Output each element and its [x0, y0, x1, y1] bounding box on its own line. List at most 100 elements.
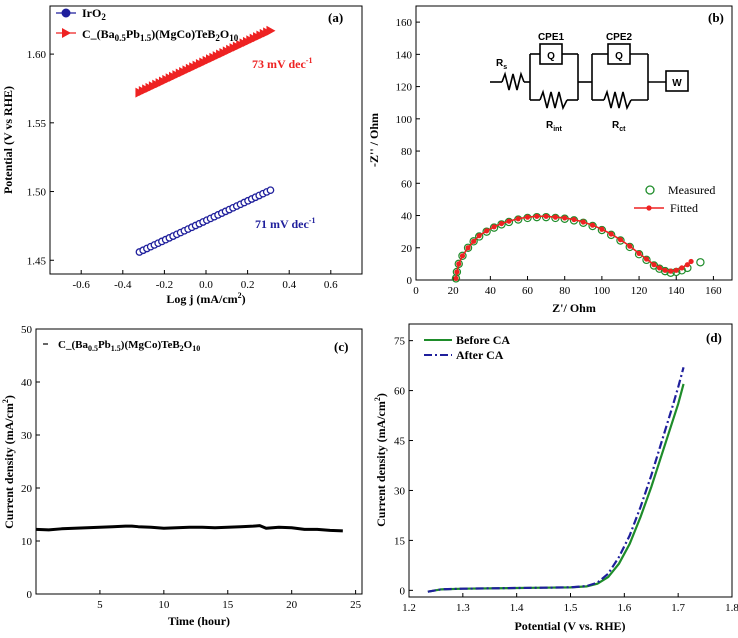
line-after-ca: [427, 366, 685, 593]
y-tick-label-b-6: 120: [396, 82, 413, 94]
x-tick-label-b-5: 100: [594, 285, 611, 297]
y-tick-label-c-3: 30: [21, 430, 33, 442]
circuit-label-cpe1: CPE1: [538, 32, 565, 43]
y-tick-label-c-5: 50: [21, 324, 33, 336]
point-fitted-2: [456, 261, 462, 267]
x-axis-label-d: Potential (V vs. RHE): [514, 619, 625, 633]
legend-marker-c-compound: [62, 28, 71, 38]
point-fitted-4: [465, 245, 471, 251]
panel-d: 1.2 1.3 1.4 1.5 1.6 1.7 1.8 0 15 30 45 60 75 (d) Bef…: [373, 323, 738, 633]
x-tick-label-a-3: 0.0: [199, 279, 213, 291]
point-fitted-26: [651, 262, 657, 268]
point-fitted-12: [524, 214, 531, 220]
x-tick-label-d-3: 1.5: [564, 602, 578, 614]
resistor-rint: [539, 89, 568, 111]
point-fitted-13: [534, 213, 540, 219]
line-fitted: [455, 215, 692, 279]
point-fitted-30: [673, 267, 679, 273]
point-measured-20: [597, 225, 607, 235]
point-fitted-24: [636, 250, 642, 257]
y-tick-label-d-0: 0: [400, 585, 406, 597]
x-tick-label-d-0: 1.2: [402, 602, 416, 614]
point-fitted-28: [662, 267, 668, 273]
y-tick-label-d-3: 45: [394, 436, 406, 448]
y-tick-label-b-8: 160: [396, 17, 413, 29]
point-fitted-17: [571, 216, 577, 223]
point-fitted-33: [688, 258, 694, 265]
line-stability: [35, 524, 343, 533]
x-tick-label-b-6: 120: [631, 285, 648, 297]
legend-marker-measured: [645, 185, 655, 195]
y-tick-label-d-4: 60: [394, 386, 406, 398]
y-axis-label-d: Current density (mA/cm2): [373, 393, 388, 527]
y-tick-label-b-4: 80: [401, 146, 413, 158]
point-fitted-29: [668, 268, 674, 274]
x-tick-label-b-3: 60: [522, 285, 534, 297]
x-tick-label-b-8: 160: [705, 285, 722, 297]
point-fitted-6: [476, 233, 482, 239]
legend-text-c-compound-c: C_(Ba0.5Pb1.5)(MgCo)TeB2O10: [58, 339, 200, 353]
x-axis-label-a: Log j (mA/cm2): [166, 291, 245, 306]
point-measured-21: [606, 230, 616, 240]
y-tick-label-b-3: 60: [401, 178, 413, 190]
circuit-label-rint: Rint: [546, 120, 562, 133]
x-tick-label-a-5: 0.4: [282, 279, 296, 291]
legend-d: Before CA After CA: [424, 333, 510, 362]
point-fitted-31: [679, 265, 685, 271]
circuit-q2: Q: [615, 51, 623, 62]
point-measured-25: [642, 255, 651, 265]
panel-label-c: (c): [334, 339, 348, 354]
point-fitted-3: [459, 253, 466, 259]
point-fitted-1: [454, 269, 460, 275]
panel-label-d: (d): [706, 330, 722, 345]
point-fitted-23: [627, 243, 633, 249]
legend-text-iro2: IrO2: [82, 6, 106, 22]
legend-marker-iro2: [61, 8, 71, 18]
data-layer-b: [451, 212, 705, 283]
point-measured-2: [454, 259, 463, 269]
x-tick-label-c-2: 15: [222, 599, 234, 611]
x-tick-label-c-0: 5: [97, 599, 103, 611]
plot-frame-c: [35, 328, 363, 595]
point-fitted-7: [484, 228, 490, 234]
point-fitted-20: [599, 226, 605, 232]
point-fitted-18: [580, 219, 586, 225]
x-tick-label-b-1: 20: [448, 285, 460, 297]
point-measured-4: [463, 243, 473, 252]
y-axis-label-a: Potential (V vs RHE): [1, 86, 15, 194]
y-tick-label-b-5: 100: [396, 114, 413, 126]
x-tick-label-a-1: -0.4: [114, 279, 132, 291]
slope-annotation-red: 73 mV dec-1: [252, 56, 312, 71]
point-measured-24: [634, 250, 644, 259]
legend-b: Measured Fitted: [634, 183, 715, 215]
point-fitted-9: [498, 220, 505, 227]
x-tick-label-b-7: 140: [668, 285, 685, 297]
x-tick-label-d-6: 1.8: [725, 602, 738, 614]
x-tick-label-c-4: 25: [350, 599, 362, 611]
data-layer-c: [35, 524, 343, 533]
panel-c: 5 10 15 20 25 0 10 20 30 40 50 (c) C_(Ba0.5Pb1.5)(…: [1, 324, 363, 628]
point-measured-5: [469, 237, 478, 246]
x-tick-label-a-4: 0.2: [241, 279, 255, 291]
x-tick-label-b-2: 40: [485, 285, 497, 297]
legend-text-after-ca: After CA: [456, 348, 504, 362]
warburg-element: [665, 70, 689, 92]
y-tick-label-d-5: 75: [394, 336, 406, 348]
point-measured-6: [475, 232, 484, 241]
legend-text-fitted: Fitted: [670, 201, 698, 215]
legend-a: IrO2 C_(Ba0.5Pb1.5)(MgCo)TeB2O10: [56, 6, 239, 43]
axis-ticks-d: 1.2 1.3 1.4 1.5 1.6 1.7 1.8 0 15 30 45 60 75: [394, 336, 738, 614]
point-fitted-16: [562, 215, 568, 221]
y-tick-label-d-1: 15: [394, 535, 406, 547]
y-tick-label-d-2: 30: [394, 485, 406, 497]
point-fitted-8: [491, 224, 497, 230]
point-fitted-5: [471, 238, 477, 244]
point-fitted-11: [515, 216, 521, 222]
y-tick-label-b-2: 40: [401, 211, 413, 223]
point-fitted-10: [506, 218, 512, 224]
y-tick-label-c-0: 0: [27, 589, 33, 601]
slope-annotation-blue: 71 mV dec-1: [255, 216, 315, 231]
point-fitted-21: [608, 231, 614, 237]
x-tick-label-b-0: 0: [413, 285, 419, 297]
x-tick-label-a-0: -0.6: [72, 279, 90, 291]
